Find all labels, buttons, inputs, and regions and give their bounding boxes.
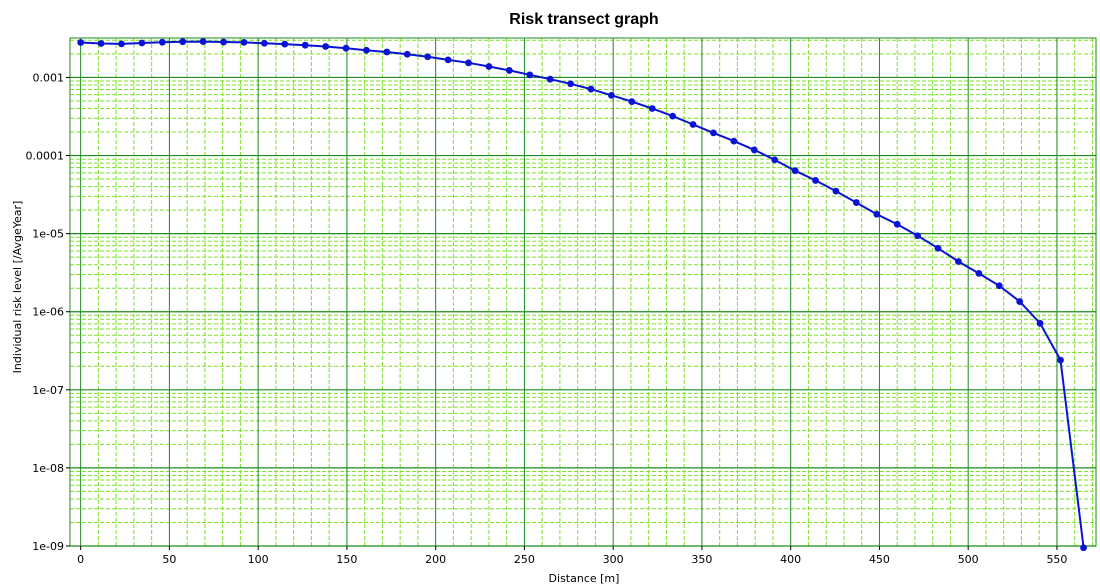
data-point [975,269,983,277]
y-tick-label: 1e-09 [32,540,64,553]
x-tick-label: 250 [514,553,535,566]
data-point [1036,319,1044,327]
x-axis-ticks: 0 50 100 150 200 250 300 350 400 450 500 550 [77,546,1067,566]
x-tick-label: 550 [1046,553,1067,566]
x-tick-label: 0 [77,553,84,566]
data-point [955,258,962,265]
data-point [138,39,146,47]
data-point [383,48,391,56]
y-tick-label: 1e-07 [32,384,64,397]
data-point [363,46,370,54]
data-point [260,39,268,47]
plot-frame [69,37,1097,547]
data-point [567,80,574,88]
x-tick-label: 100 [248,553,269,566]
data-point [934,244,942,252]
data-point [812,177,819,184]
data-point [852,199,860,206]
data-point [342,44,350,52]
data-point [322,43,330,50]
x-tick-label: 50 [162,553,176,566]
data-point [444,56,452,64]
data-point [669,112,677,120]
data-point [1080,544,1087,552]
data-point [750,146,758,154]
data-point [771,156,779,164]
data-point [77,39,85,46]
y-tick-label: 1e-08 [32,462,64,475]
minor-grid [70,38,1096,546]
data-point [689,121,697,128]
data-point [526,71,534,79]
series-line [80,40,1085,548]
x-tick-label: 450 [869,553,890,566]
data-point [546,75,554,83]
data-point [995,282,1003,290]
x-tick-label: 350 [691,553,712,566]
data-point [118,40,125,48]
y-tick-label: 0.001 [33,71,65,84]
data-point [301,41,309,49]
x-tick-label: 300 [603,553,624,566]
data-point [832,187,840,195]
data-point [485,63,493,70]
data-point [648,105,656,112]
data-point [240,39,248,46]
data-point [791,167,799,175]
data-point [158,38,166,46]
data-point [424,53,432,61]
data-point [1057,356,1064,364]
data-point [179,38,187,46]
series-points [77,38,1087,552]
y-axis-label: Individual risk level [/AvgeYear] [11,201,24,374]
data-point [873,210,881,218]
data-point [893,220,901,228]
data-point [587,85,595,93]
data-point [199,38,207,45]
x-axis-label: Distance [m] [549,572,620,585]
x-tick-label: 500 [958,553,979,566]
y-tick-label: 0.0001 [26,150,65,163]
data-point [730,137,738,145]
data-point [281,40,289,48]
data-point [914,232,922,240]
data-point [505,67,513,74]
data-point [608,91,615,99]
data-point [403,50,411,58]
chart-title: Risk transect graph [509,11,658,28]
data-point [710,129,717,137]
data-point [628,98,636,106]
data-point [220,38,227,46]
major-grid [70,38,1096,547]
data-point [97,40,105,47]
x-tick-label: 200 [425,553,446,566]
data-point [1016,298,1024,305]
y-tick-label: 1e-05 [32,228,64,241]
x-tick-label: 150 [336,553,357,566]
y-tick-label: 1e-06 [32,306,64,319]
data-point [465,59,472,67]
y-axis-ticks: 0.001 0.0001 1e-05 1e-06 1e-07 1e-08 1e-09 [26,71,70,553]
x-tick-label: 400 [780,553,801,566]
